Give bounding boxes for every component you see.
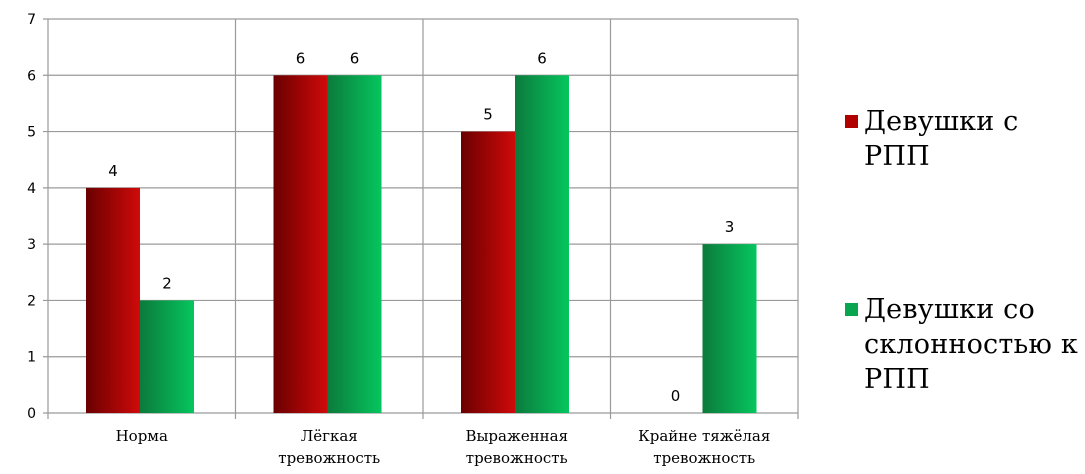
bar-girls-prone-to-ed [140, 300, 194, 413]
y-tick-label: 7 [27, 12, 36, 28]
y-tick-label: 0 [27, 406, 36, 422]
y-tick-label: 4 [27, 181, 36, 197]
y-tick-label: 5 [27, 125, 36, 141]
legend-item-girls-prone-to-ed: Девушки со склонностью к РПП [845, 292, 1084, 397]
y-tick-label: 6 [27, 68, 36, 84]
data-label: 4 [108, 162, 118, 180]
data-label: 3 [725, 218, 735, 236]
bar-girls-prone-to-ed [515, 75, 569, 414]
data-label: 2 [162, 274, 172, 292]
x-category-label: тревожность [466, 449, 568, 467]
legend-label: Девушки с РПП [864, 106, 1019, 172]
x-category-label: Выраженная [465, 427, 568, 445]
bar-girls-with-ed [461, 131, 515, 414]
x-category-label: Норма [116, 427, 168, 445]
data-label: 0 [671, 387, 681, 405]
bar-girls-prone-to-ed [702, 244, 757, 413]
legend: Девушки с РПП Девушки со склонностью к Р… [845, 0, 1085, 470]
y-tick-label: 3 [27, 237, 36, 253]
x-category-label: тревожность [653, 449, 755, 467]
data-label: 5 [483, 106, 493, 124]
legend-label: Девушки со склонностью к РПП [864, 294, 1078, 395]
x-category-label: Лёгкая [301, 427, 358, 445]
bar-girls-prone-to-ed [327, 75, 382, 414]
data-label: 6 [350, 49, 360, 67]
bar-chart: 0 1 2 3 4 5 6 7 4 6 5 0 2 6 6 3 Норма Лёгкая тревожность Вы… [27, 12, 799, 467]
legend-swatch-red [845, 115, 858, 128]
bar-girls-with-ed [86, 187, 140, 413]
y-tick-label: 1 [27, 350, 36, 366]
legend-item-girls-with-ed: Девушки с РПП [845, 104, 1084, 174]
x-category-label: Крайне тяжёлая [638, 427, 770, 445]
legend-swatch-green [845, 303, 858, 316]
data-label: 6 [296, 49, 306, 67]
bar-girls-with-ed [273, 75, 328, 414]
data-label: 6 [537, 49, 547, 67]
y-tick-label: 2 [27, 293, 36, 309]
x-category-label: тревожность [278, 449, 380, 467]
